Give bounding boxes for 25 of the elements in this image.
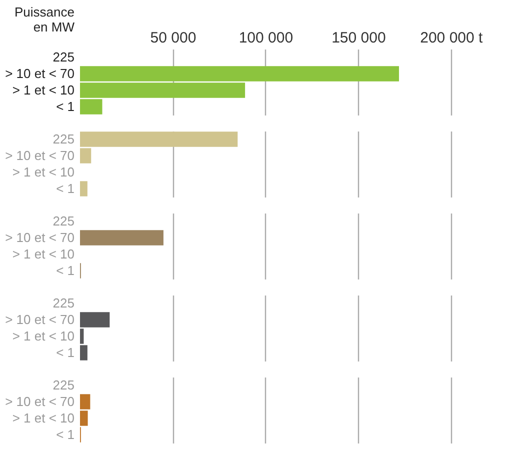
y-tick-label: 225 xyxy=(52,295,74,310)
y-tick-label: > 1 et < 10 xyxy=(12,82,74,98)
y-tick-label: < 1 xyxy=(56,98,74,114)
x-tick-label: 200 000 t xyxy=(420,30,484,46)
y-tick-label: > 1 et < 10 xyxy=(12,410,74,426)
y-tick-label: > 10 et < 70 xyxy=(5,312,74,327)
y-axis-title: Puissance en MW xyxy=(14,4,76,34)
y-tick-label: > 1 et < 10 xyxy=(12,164,74,180)
y-tick-label: > 10 et < 70 xyxy=(5,230,74,245)
y-tick-label: 225 xyxy=(52,131,74,146)
y-tick-label: > 10 et < 70 xyxy=(5,66,74,81)
y-tick-label: < 1 xyxy=(56,180,74,196)
y-tick-label: < 1 xyxy=(56,262,74,278)
y-tick-label: 225 xyxy=(52,49,74,64)
x-tick-label: 50 000 xyxy=(150,30,196,46)
y-tick-label: > 1 et < 10 xyxy=(12,246,74,262)
y-tick-label: 225 xyxy=(52,213,74,228)
y-tick-label: < 1 xyxy=(56,344,74,360)
y-tick-label: > 10 et < 70 xyxy=(5,394,74,409)
y-tick-label: 225 xyxy=(52,377,74,392)
x-tick-label: 150 000 xyxy=(332,30,386,46)
y-tick-label: > 1 et < 10 xyxy=(12,328,74,344)
x-tick-label: 100 000 xyxy=(238,30,294,46)
y-tick-label: > 10 et < 70 xyxy=(5,148,74,163)
y-tick-label: < 1 xyxy=(56,426,74,442)
